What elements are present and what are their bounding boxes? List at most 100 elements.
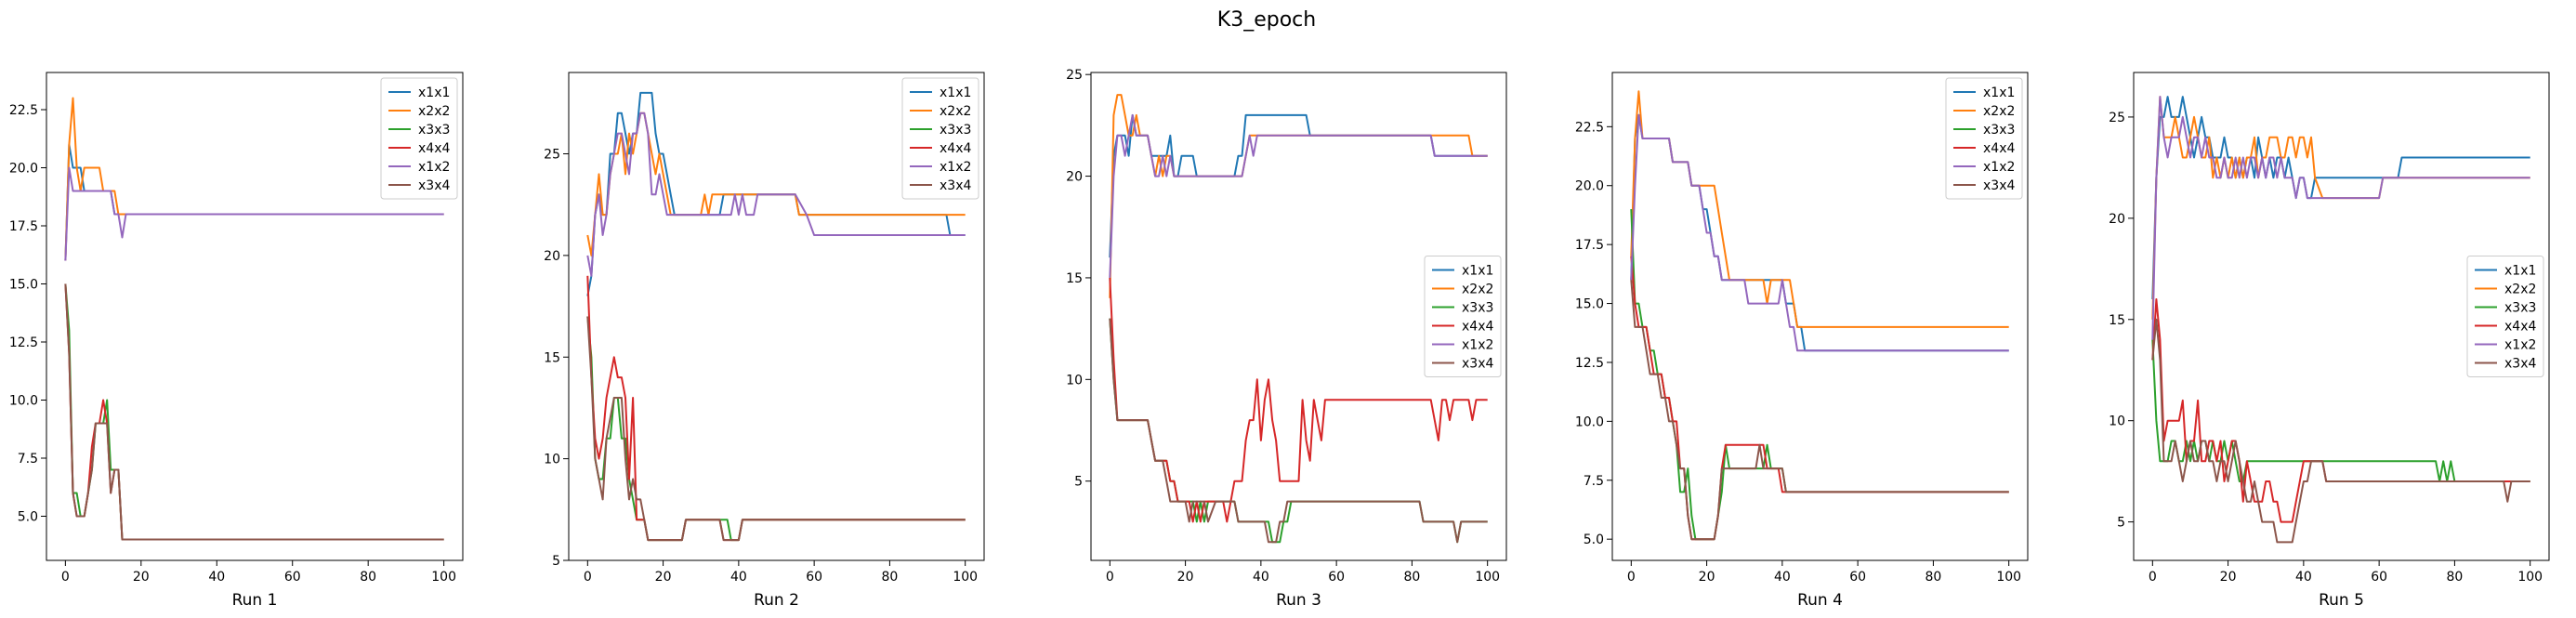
x-tick-label: 20 (1699, 570, 1715, 585)
legend-label-x1x2: x1x2 (2504, 338, 2536, 353)
y-tick-label: 10.0 (1575, 414, 1604, 429)
legend-label-x2x2: x2x2 (940, 104, 971, 119)
plot-frame (46, 72, 464, 561)
x-tick-label: 0 (1627, 570, 1636, 585)
x-tick-label: 40 (2295, 570, 2312, 585)
legend-box (380, 77, 458, 200)
subplot-5: 0 20 40 60 80 100 5 10 15 20 25 Run 5 x1x1 x2x2 x3x3 x4… (2109, 72, 2550, 610)
x-tick-label: 100 (953, 570, 978, 585)
plot-frame (1611, 72, 2029, 561)
series-line-x4x4 (64, 283, 444, 541)
legend-label-x3x3: x3x3 (2504, 301, 2536, 316)
x-axis-label: Run 2 (754, 591, 799, 610)
legend-box (1424, 256, 1502, 377)
x-tick-label: 40 (730, 570, 747, 585)
subplot-2: 0 20 40 60 80 100 5 10 15 20 25 Run 2 x1x1 x2x2 x3x3 x4… (544, 72, 985, 610)
series-line-x4x4 (586, 275, 966, 542)
legend: x1x1 x2x2 x3x3 x4x4 x1x2 x3x4 (1945, 77, 2023, 200)
legend-box (2466, 256, 2544, 377)
x-tick-label: 60 (1849, 570, 1866, 585)
legend-label-x1x2: x1x2 (1462, 338, 1493, 353)
x-tick-label: 60 (2371, 570, 2387, 585)
x-tick-label: 100 (1996, 570, 2021, 585)
legend-label-x4x4: x4x4 (2504, 320, 2536, 335)
legend-label-x3x3: x3x3 (418, 123, 450, 138)
x-tick-label: 60 (284, 570, 301, 585)
y-tick-label: 22.5 (1575, 120, 1604, 135)
x-tick-label: 60 (806, 570, 822, 585)
y-tick-label: 25 (2109, 111, 2125, 125)
series-line-x1x2 (1630, 113, 2009, 352)
series-line-x2x2 (64, 97, 444, 261)
x-axis-label: Run 4 (1797, 591, 1843, 610)
subplot-4: 0 20 40 60 80 100 5.0 7.5 10.0 12.5 15.0 17.5 20.0 22… (1575, 72, 2029, 610)
legend-label-x1x1: x1x1 (1983, 85, 2015, 100)
x-tick-label: 0 (1106, 570, 1114, 585)
y-tick-label: 10 (1066, 373, 1083, 388)
legend-label-x2x2: x2x2 (418, 104, 450, 119)
y-tick-label: 15 (1066, 271, 1083, 286)
subplot-1: 0 20 40 60 80 100 5.0 7.5 10.0 12.5 15.0 17.5 20.0 22… (9, 72, 464, 610)
x-tick-label: 40 (1253, 570, 1269, 585)
legend-label-x1x1: x1x1 (940, 85, 971, 100)
y-tick-label: 5.0 (1584, 533, 1604, 547)
series-line-x3x4 (64, 283, 444, 541)
y-tick-label: 10.0 (9, 394, 38, 409)
x-tick-label: 0 (584, 570, 592, 585)
y-tick-label: 20 (1066, 170, 1083, 185)
series-line-x3x4 (586, 316, 966, 542)
x-tick-label: 80 (881, 570, 898, 585)
x-tick-label: 20 (2220, 570, 2237, 585)
y-tick-label: 15.0 (1575, 297, 1604, 312)
series-line-x1x2 (586, 112, 966, 277)
legend: x1x1 x2x2 x3x3 x4x4 x1x2 x3x4 (901, 77, 979, 200)
plot-frame (2133, 72, 2550, 561)
legend: x1x1 x2x2 x3x3 x4x4 x1x2 x3x4 (1424, 256, 1502, 377)
legend-label-x1x2: x1x2 (418, 160, 450, 175)
legend-label-x3x3: x3x3 (1462, 301, 1493, 316)
y-tick-label: 20.0 (1575, 179, 1604, 194)
legend-label-x3x3: x3x3 (940, 123, 971, 138)
plot-frame (568, 72, 985, 561)
x-tick-label: 20 (1177, 570, 1194, 585)
series-line-x3x3 (64, 283, 444, 541)
legend-label-x1x1: x1x1 (418, 85, 450, 100)
x-axis-label: Run 3 (1276, 591, 1321, 610)
y-tick-label: 20.0 (9, 162, 38, 177)
series-line-x3x4 (2151, 318, 2530, 544)
x-tick-label: 100 (2517, 570, 2543, 585)
y-tick-label: 5 (552, 554, 560, 569)
y-tick-label: 7.5 (18, 452, 38, 467)
legend-label-x4x4: x4x4 (418, 141, 450, 156)
figure-title: K3_epoch (1217, 8, 1316, 32)
x-axis-label: Run 1 (232, 591, 278, 610)
legend-label-x4x4: x4x4 (940, 141, 971, 156)
x-tick-label: 100 (1475, 570, 1500, 585)
legend-label-x3x4: x3x4 (418, 178, 450, 193)
y-tick-label: 20 (544, 249, 560, 264)
x-tick-label: 80 (1925, 570, 1941, 585)
legend-label-x2x2: x2x2 (1983, 104, 2015, 119)
y-tick-label: 5 (2117, 516, 2125, 531)
series-line-x1x2 (2151, 96, 2530, 340)
x-tick-label: 40 (1774, 570, 1791, 585)
legend-label-x4x4: x4x4 (1462, 320, 1493, 335)
x-tick-label: 0 (61, 570, 70, 585)
legend-label-x2x2: x2x2 (1462, 283, 1493, 297)
y-tick-label: 12.5 (9, 335, 38, 350)
legend-label-x1x1: x1x1 (1462, 264, 1493, 279)
y-tick-label: 17.5 (9, 219, 38, 234)
legend: x1x1 x2x2 x3x3 x4x4 x1x2 x3x4 (380, 77, 458, 200)
x-tick-label: 40 (208, 570, 225, 585)
series-line-x4x4 (1630, 256, 2009, 541)
series-line-x1x2 (1109, 113, 1488, 278)
y-tick-label: 15 (544, 350, 560, 365)
subplot-3: 0 20 40 60 80 100 5 10 15 20 25 Run 3 x1x1 x2x2 x3x3 x4… (1066, 68, 1507, 610)
y-tick-label: 25 (1066, 68, 1083, 83)
y-tick-label: 12.5 (1575, 356, 1604, 371)
legend-box (1945, 77, 2023, 200)
series-line-x4x4 (1109, 277, 1488, 523)
legend-label-x3x4: x3x4 (1983, 178, 2015, 193)
legend-label-x4x4: x4x4 (1983, 141, 2015, 156)
